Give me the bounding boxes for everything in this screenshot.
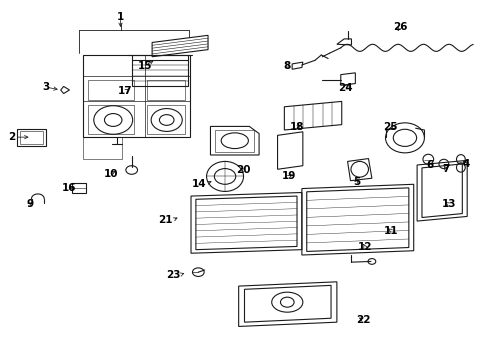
Bar [20, 131, 43, 144]
Text: 23: 23 [165, 270, 180, 280]
Text: 19: 19 [282, 171, 296, 181]
Text: 11: 11 [383, 226, 398, 236]
Text: 2: 2 [8, 132, 15, 142]
Text: 17: 17 [118, 86, 132, 96]
Bar [147, 80, 185, 100]
Text: 20: 20 [236, 165, 250, 175]
Text: 9: 9 [26, 199, 33, 209]
Bar [131, 60, 187, 86]
Text: 6: 6 [426, 160, 433, 170]
Bar [83, 55, 190, 137]
Text: 21: 21 [158, 215, 172, 225]
Text: 5: 5 [352, 177, 359, 187]
Text: 13: 13 [441, 199, 455, 209]
Text: 26: 26 [392, 22, 407, 32]
Text: 4: 4 [461, 159, 468, 169]
Text: 7: 7 [442, 164, 449, 174]
Text: 24: 24 [338, 83, 352, 93]
Text: 25: 25 [382, 122, 397, 132]
Text: 1: 1 [117, 13, 124, 22]
Text: 12: 12 [357, 242, 371, 252]
Bar [88, 80, 134, 100]
Bar [72, 183, 86, 193]
Text: 3: 3 [42, 82, 50, 92]
Text: 10: 10 [103, 168, 118, 179]
Text: 16: 16 [62, 183, 77, 193]
Text: 22: 22 [356, 315, 370, 325]
Bar [215, 130, 254, 152]
Text: 14: 14 [192, 179, 206, 189]
Bar [88, 105, 134, 134]
Text: 15: 15 [137, 61, 152, 71]
Bar [147, 105, 185, 134]
Bar [83, 137, 122, 158]
Text: 8: 8 [283, 61, 290, 71]
Text: 18: 18 [289, 122, 304, 132]
Bar [17, 129, 46, 146]
